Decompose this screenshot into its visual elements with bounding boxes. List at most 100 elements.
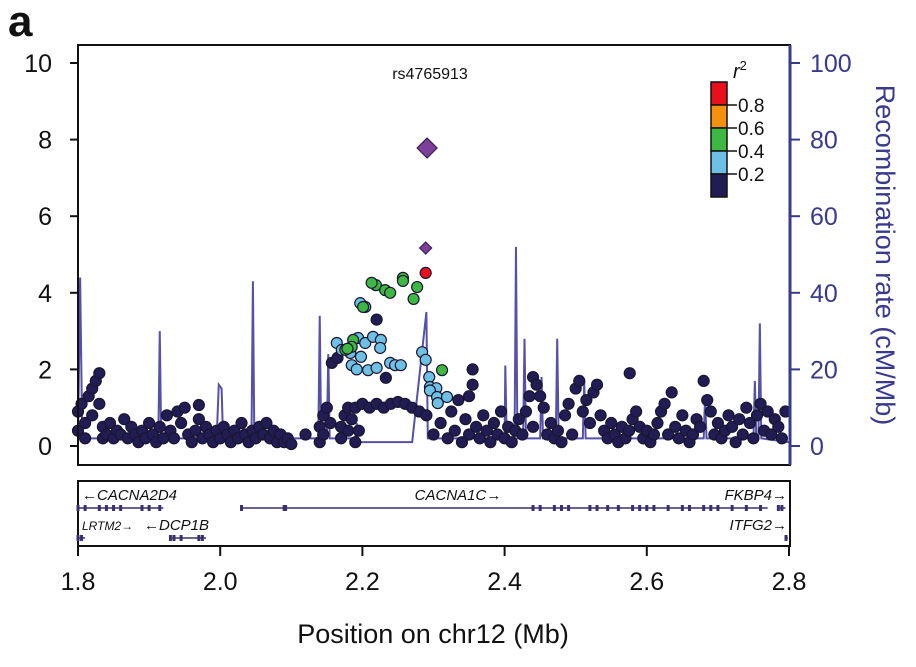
strand-arrow-icon: ← xyxy=(82,487,97,504)
gene-exon xyxy=(588,505,592,511)
snp-point xyxy=(704,405,717,418)
snp-point xyxy=(526,420,540,433)
snp-point xyxy=(544,416,557,430)
gene-exon xyxy=(709,505,713,511)
snp-point xyxy=(349,436,362,449)
y-right-tick-label: 40 xyxy=(810,280,838,308)
snp-point xyxy=(434,416,447,430)
snp-point xyxy=(423,370,436,384)
panel-label: a xyxy=(8,0,33,46)
snp-point xyxy=(711,416,725,430)
gene-name: CACNA1C xyxy=(415,487,487,504)
snp-point xyxy=(167,432,181,445)
snp-point xyxy=(374,341,387,355)
gene-exon xyxy=(179,535,183,541)
snp-point xyxy=(480,424,493,437)
gene-exon xyxy=(616,505,620,511)
snp-point xyxy=(459,413,472,426)
gene-exon xyxy=(97,505,101,511)
snp-point xyxy=(441,432,454,445)
gene-exon xyxy=(645,505,649,511)
r2-legend: r2 0.80.60.40.2 xyxy=(710,58,765,198)
snp-point xyxy=(93,367,106,380)
strand-arrow-icon: → xyxy=(772,487,787,504)
x-tick-label: 2.2 xyxy=(345,568,380,596)
x-tick-label: 2.8 xyxy=(772,568,807,596)
snp-point xyxy=(103,416,117,430)
snp-point xyxy=(672,432,685,445)
gene-exon xyxy=(716,505,720,511)
gene-track: ←CACNA2D4 CACNA1C → FKBP4→ LRTM2→ ←DCP1B ITFG2… xyxy=(76,487,788,541)
gene-track-frame xyxy=(77,480,791,547)
y-tick-label: 10 xyxy=(24,50,52,78)
snp-point xyxy=(419,353,432,366)
snp-point xyxy=(407,292,420,306)
y-axis-right-label: Recombination rate (cM/Mb) xyxy=(870,85,900,426)
gene-exon xyxy=(83,505,87,511)
snp-point xyxy=(623,367,636,380)
gene-exon xyxy=(631,505,635,511)
snp-point xyxy=(726,420,739,433)
gene-exon xyxy=(744,505,748,511)
gene-exon xyxy=(687,505,691,511)
gene-label: FKBP4→ xyxy=(724,487,787,504)
gene-exon xyxy=(776,505,780,511)
snp-point xyxy=(192,413,205,426)
snp-point xyxy=(519,405,533,418)
gene-name: LRTM2 xyxy=(82,519,121,533)
snp-point xyxy=(669,420,682,433)
gene-label: ITFG2→ xyxy=(729,517,787,534)
gene-label: LRTM2→ xyxy=(82,519,133,533)
snp-points xyxy=(71,137,792,451)
snp-point xyxy=(523,390,536,403)
legend-title-superscript: 2 xyxy=(740,58,747,73)
gene-exon xyxy=(168,535,172,541)
legend-title-base: r xyxy=(733,61,741,83)
snp-point xyxy=(79,432,92,445)
snp-point xyxy=(750,409,764,422)
snp-point xyxy=(761,405,774,418)
legend-label: 0.2 xyxy=(738,165,764,186)
snp-point xyxy=(740,401,753,414)
gene-exon xyxy=(552,505,556,511)
snp-point xyxy=(605,416,618,430)
snp-point xyxy=(452,393,465,407)
snp-point xyxy=(440,390,454,404)
gene-label: ←CACNA2D4 xyxy=(82,487,177,504)
gene-exon xyxy=(702,505,706,511)
snp-point xyxy=(743,416,756,430)
x-tick-label: 1.8 xyxy=(61,568,96,596)
legend-swatch xyxy=(710,81,728,106)
gene-exon xyxy=(595,505,599,511)
snp-point xyxy=(573,374,586,387)
x-tick-label: 2.4 xyxy=(487,568,522,596)
snp-point xyxy=(487,416,501,430)
gene-label: ←DCP1B xyxy=(144,517,209,534)
y-right-tick-label: 60 xyxy=(810,203,838,231)
snp-point xyxy=(736,428,749,441)
legend-swatch xyxy=(710,173,728,198)
snp-point xyxy=(324,416,337,430)
lead-snp-label: rs4765913 xyxy=(392,66,468,83)
snp-point xyxy=(396,274,410,288)
gene-exon xyxy=(112,505,116,511)
lead-snp-diamond xyxy=(418,241,433,255)
snp-point xyxy=(462,428,476,441)
snp-point xyxy=(512,413,525,426)
snp-point xyxy=(192,398,205,412)
snp-point xyxy=(530,378,543,391)
snp-point xyxy=(686,428,700,441)
snp-point xyxy=(516,428,529,441)
snp-point xyxy=(86,409,99,422)
gene-exon xyxy=(784,535,788,541)
snp-point xyxy=(651,416,664,430)
gene-exon xyxy=(284,505,288,511)
snp-point xyxy=(694,420,707,433)
snp-point xyxy=(701,393,714,407)
lead-snp-diamond xyxy=(416,137,438,159)
snp-point xyxy=(174,416,188,430)
snp-point xyxy=(534,390,547,403)
snp-point xyxy=(427,428,440,441)
y-right-tick-label: 80 xyxy=(810,127,838,155)
snp-point xyxy=(93,397,106,410)
